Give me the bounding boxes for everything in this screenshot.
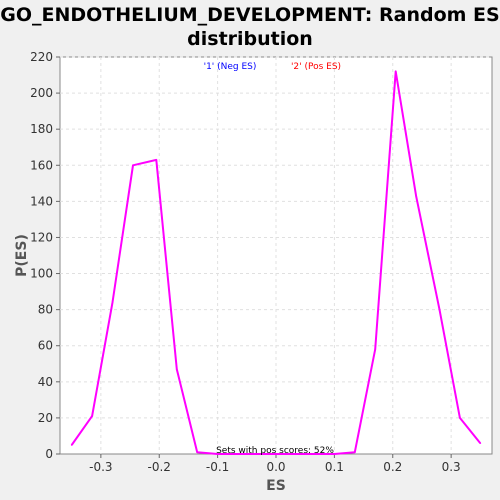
y-tick-label: 220: [30, 50, 53, 64]
data-point: [438, 308, 441, 311]
chart-title: GO_ENDOTHELIUM_DEVELOPMENT: Random ES di…: [0, 3, 500, 51]
data-point: [374, 348, 377, 351]
y-tick-label: 120: [30, 230, 53, 244]
y-axis-label: P(ES): [14, 234, 30, 277]
x-tick-label: 0.1: [325, 460, 344, 474]
data-point: [196, 451, 198, 453]
data-point: [257, 453, 260, 455]
x-tick-label: 0.3: [442, 460, 461, 474]
data-point: [175, 368, 178, 370]
x-tick-label: 0.2: [383, 460, 402, 474]
x-tick-label: -0.3: [89, 460, 112, 474]
data-point: [70, 444, 73, 446]
data-point: [91, 415, 93, 417]
y-tick-label: 20: [38, 411, 53, 425]
data-point: [459, 417, 461, 419]
annotation-pos-scores: Sets with pos scores: 52%: [216, 446, 334, 456]
data-point: [132, 164, 134, 167]
data-point: [354, 451, 356, 453]
data-point: [394, 70, 397, 73]
data-point: [415, 195, 417, 197]
data-point: [216, 453, 219, 455]
x-tick-label: -0.2: [148, 460, 171, 474]
y-tick-label: 40: [38, 375, 53, 389]
data-point: [111, 301, 114, 304]
data-point: [479, 442, 482, 444]
chart-title-line-2: distribution: [187, 28, 313, 50]
y-tick-label: 100: [30, 267, 53, 281]
y-tick-label: 0: [45, 447, 53, 461]
data-point: [237, 453, 239, 455]
x-tick-label: -0.1: [206, 460, 229, 474]
legend-entry: '2' (Pos ES): [291, 62, 341, 72]
y-tick-label: 80: [38, 303, 53, 317]
series-layer: [70, 70, 482, 455]
y-tick-label: 160: [30, 158, 53, 172]
y-tick-label: 180: [30, 122, 53, 136]
y-tick-label: 140: [30, 194, 53, 208]
axes: 0 20 40 60 80 100 120 140 160 180 200 220 -0.3 -0.2 -0…: [30, 50, 461, 474]
data-point: [313, 453, 315, 455]
y-tick-label: 200: [30, 86, 53, 100]
x-tick-label: 0.0: [266, 460, 285, 474]
data-point: [155, 159, 158, 161]
x-axis-label: ES: [266, 478, 286, 494]
data-point: [275, 453, 277, 455]
legend: '1' (Neg ES) '2' (Pos ES): [204, 62, 341, 72]
grid-lines: [60, 56, 492, 454]
data-point: [333, 453, 336, 455]
data-point: [292, 453, 295, 455]
y-tick-label: 60: [38, 339, 53, 353]
legend-entry: '1' (Neg ES): [204, 62, 257, 72]
chart-title-line-1: GO_ENDOTHELIUM_DEVELOPMENT: Random ES: [0, 4, 500, 26]
